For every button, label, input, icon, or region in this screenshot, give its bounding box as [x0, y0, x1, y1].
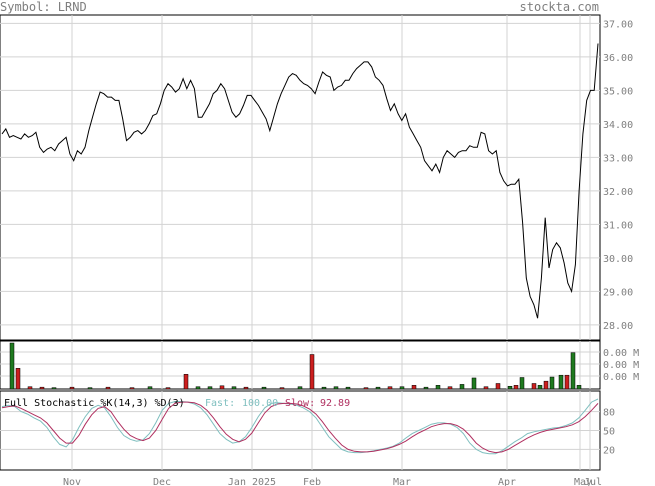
volume-bar: [129, 387, 135, 390]
volume-bar: [69, 386, 75, 390]
volume-bar: [165, 387, 171, 390]
volume-bar: [183, 374, 189, 390]
volume-bar: [195, 386, 201, 390]
volume-bar: [531, 383, 537, 390]
volume-bar: [9, 342, 15, 390]
volume-panel-frame: [0, 340, 601, 390]
volume-bar: [309, 354, 315, 390]
volume-bar: [549, 376, 555, 390]
volume-bar: [297, 386, 303, 390]
volume-bar: [423, 386, 429, 390]
x-tick-label: May: [574, 477, 592, 486]
volume-bar: [15, 368, 21, 390]
volume-bar: [105, 386, 111, 390]
volume-bar: [261, 386, 267, 390]
volume-bar: [537, 385, 543, 390]
volume-bar: [447, 386, 453, 390]
volume-bar: [399, 386, 405, 390]
x-tick-label: Mar: [393, 477, 411, 486]
volume-bar: [345, 386, 351, 390]
price-panel-frame: [0, 14, 601, 341]
volume-bar: [519, 377, 525, 390]
volume-bar: [387, 386, 393, 390]
fast-value: 100.00: [242, 398, 278, 409]
volume-bar: [483, 386, 489, 390]
price-tick-label: 32.00: [603, 187, 633, 198]
volume-bar: [513, 385, 519, 390]
x-tick-label: Nov: [63, 477, 81, 486]
volume-bar: [411, 385, 417, 390]
stoch-tick-label: 50: [603, 427, 615, 438]
slow-value: 92.89: [320, 398, 350, 409]
price-tick-label: 34.00: [603, 120, 633, 131]
stoch-slow-line: [1, 401, 599, 454]
price-tick-label: 37.00: [603, 19, 633, 30]
price-tick-label: 36.00: [603, 53, 633, 64]
volume-bar: [27, 386, 33, 390]
volume-bar: [363, 387, 369, 390]
volume-bar: [243, 386, 249, 390]
volume-bar: [321, 386, 327, 390]
volume-bar: [375, 386, 381, 390]
price-tick-label: 31.00: [603, 220, 633, 231]
price-tick-label: 30.00: [603, 254, 633, 265]
x-tick-label: Jan 2025: [228, 477, 276, 486]
site-label[interactable]: stockta.com: [519, 0, 599, 14]
volume-tick-label: 0.00 M: [603, 348, 639, 359]
price-tick-label: 33.00: [603, 153, 633, 164]
volume-bar: [495, 383, 501, 390]
stoch-tick-label: 20: [603, 445, 615, 456]
volume-bar: [279, 387, 285, 390]
volume-bar: [39, 386, 45, 390]
volume-bar: [435, 385, 441, 390]
price-tick-label: 28.00: [603, 321, 633, 332]
volume-bar: [576, 385, 582, 390]
volume-tick-label: 0.00 M: [603, 372, 639, 383]
price-tick-label: 35.00: [603, 86, 633, 97]
stochastic-title: Full Stochastic %K(14,3) %D(3): [4, 398, 185, 409]
price-series-line: [1, 43, 599, 319]
stoch-tick-label: 80: [603, 408, 615, 419]
volume-bar: [87, 387, 93, 390]
volume-bar: [219, 385, 225, 390]
slow-label: Slow:: [285, 398, 315, 409]
volume-bar: [507, 385, 513, 390]
volume-bar: [558, 374, 564, 390]
volume-bar: [51, 387, 57, 390]
volume-bar: [207, 386, 213, 390]
volume-bar: [147, 386, 153, 390]
volume-bar: [231, 386, 237, 390]
x-tick-label: Feb: [303, 477, 321, 486]
x-tick-label: Apr: [498, 477, 516, 486]
volume-bar: [459, 384, 465, 390]
volume-bar: [570, 352, 576, 390]
volume-bar: [564, 374, 570, 390]
volume-bar: [333, 386, 339, 390]
price-tick-label: 29.00: [603, 287, 633, 298]
symbol-label: Symbol: LRND: [0, 0, 87, 14]
fast-label: Fast:: [205, 398, 235, 409]
x-tick-label: Dec: [153, 477, 171, 486]
volume-bar: [471, 377, 477, 390]
volume-bar: [543, 380, 549, 390]
volume-tick-label: 0.00 M: [603, 360, 639, 371]
x-tick-label: Jul: [584, 477, 602, 486]
